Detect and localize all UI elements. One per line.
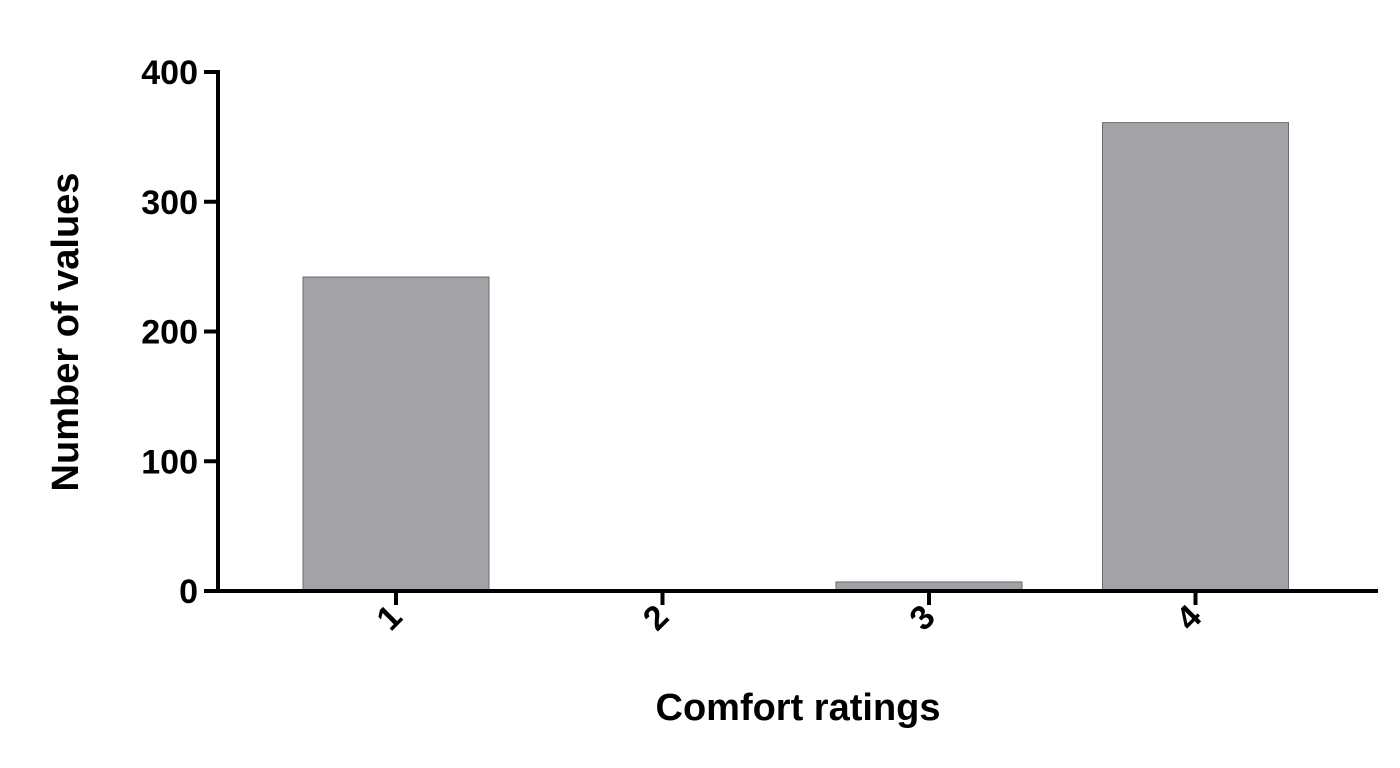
x-tick-label: 1 bbox=[369, 598, 409, 638]
x-axis-ticks: 1 2 3 4 bbox=[369, 591, 1209, 638]
x-tick-label: 4 bbox=[1169, 598, 1209, 638]
x-axis-title: Comfort ratings bbox=[656, 687, 941, 729]
x-tick-label: 2 bbox=[636, 598, 676, 638]
y-tick-label: 100 bbox=[141, 443, 198, 481]
y-tick-label: 400 bbox=[141, 54, 198, 92]
y-tick-label: 0 bbox=[179, 573, 198, 611]
y-axis-ticks: 0 100 200 300 400 bbox=[141, 54, 218, 611]
y-tick-label: 300 bbox=[141, 184, 198, 222]
y-axis-title: Number of values bbox=[45, 173, 87, 492]
y-tick-label: 200 bbox=[141, 314, 198, 352]
bar-1 bbox=[302, 276, 490, 592]
bar-4 bbox=[1102, 122, 1289, 592]
bars-group bbox=[302, 122, 1289, 592]
x-tick-label: 3 bbox=[902, 598, 942, 638]
